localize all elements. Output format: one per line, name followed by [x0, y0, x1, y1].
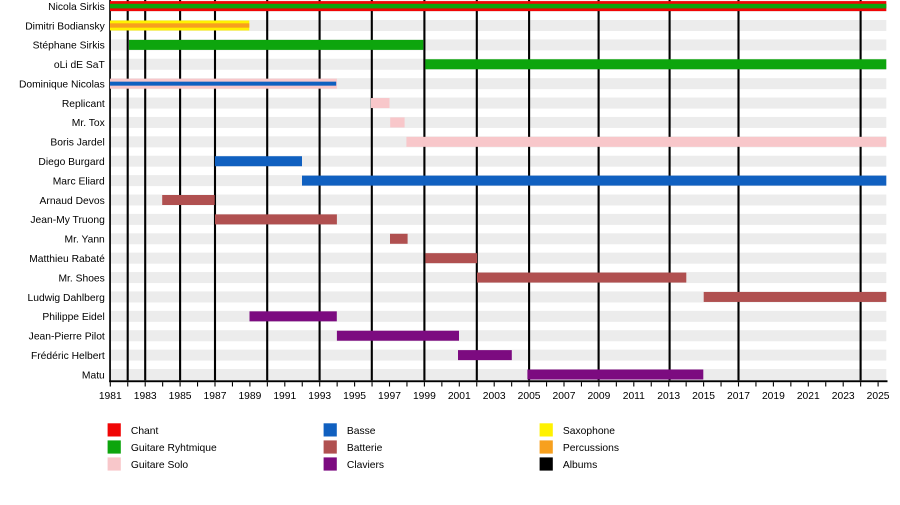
svg-text:Matu: Matu	[82, 370, 105, 381]
svg-text:2003: 2003	[483, 391, 506, 402]
svg-text:2025: 2025	[867, 391, 890, 402]
svg-text:Nicola Sirkis: Nicola Sirkis	[48, 2, 105, 13]
svg-text:Jean-My Truong: Jean-My Truong	[30, 215, 105, 226]
svg-text:Guitare Ryhtmique: Guitare Ryhtmique	[131, 443, 217, 454]
svg-text:2021: 2021	[797, 391, 820, 402]
svg-text:1989: 1989	[238, 391, 261, 402]
svg-text:2017: 2017	[727, 391, 750, 402]
svg-text:Frédéric Helbert: Frédéric Helbert	[31, 351, 105, 362]
svg-text:1995: 1995	[343, 391, 366, 402]
svg-text:Jean-Pierre Pilot: Jean-Pierre Pilot	[29, 332, 105, 343]
svg-text:1993: 1993	[308, 391, 331, 402]
svg-text:Albums: Albums	[563, 460, 597, 471]
svg-text:1997: 1997	[378, 391, 401, 402]
svg-text:oLi dE SaT: oLi dE SaT	[54, 60, 106, 71]
svg-text:Mr. Tox: Mr. Tox	[72, 118, 106, 129]
svg-text:Saxophone: Saxophone	[563, 426, 615, 437]
svg-text:Replicant: Replicant	[62, 99, 105, 110]
svg-text:2007: 2007	[553, 391, 576, 402]
svg-text:Stéphane Sirkis: Stéphane Sirkis	[33, 41, 105, 52]
svg-text:2011: 2011	[623, 391, 645, 402]
svg-text:Mr. Shoes: Mr. Shoes	[58, 273, 104, 284]
svg-text:Diego Burgard: Diego Burgard	[38, 157, 105, 168]
svg-text:1985: 1985	[169, 391, 192, 402]
svg-text:Percussions: Percussions	[563, 443, 619, 454]
svg-text:Chant: Chant	[131, 426, 159, 437]
svg-text:1987: 1987	[204, 391, 227, 402]
svg-text:Guitare Solo: Guitare Solo	[131, 460, 189, 471]
svg-text:Matthieu Rabaté: Matthieu Rabaté	[29, 254, 105, 265]
svg-text:2023: 2023	[832, 391, 855, 402]
svg-text:Arnaud Devos: Arnaud Devos	[40, 196, 105, 207]
svg-text:Dominique Nicolas: Dominique Nicolas	[19, 79, 105, 90]
svg-text:Philippe Eidel: Philippe Eidel	[42, 312, 104, 323]
svg-text:Mr. Yann: Mr. Yann	[65, 235, 106, 246]
svg-text:2009: 2009	[587, 391, 610, 402]
svg-text:2001: 2001	[448, 391, 471, 402]
svg-text:1991: 1991	[273, 391, 296, 402]
svg-text:Batterie: Batterie	[347, 443, 383, 454]
svg-text:1981: 1981	[99, 391, 122, 402]
svg-text:Basse: Basse	[347, 426, 376, 437]
svg-text:Boris Jardel: Boris Jardel	[50, 138, 104, 149]
svg-text:Marc Eliard: Marc Eliard	[53, 176, 105, 187]
svg-text:2019: 2019	[762, 391, 785, 402]
svg-text:1983: 1983	[134, 391, 157, 402]
svg-text:Claviers: Claviers	[347, 460, 384, 471]
svg-text:1999: 1999	[413, 391, 436, 402]
svg-text:2015: 2015	[692, 391, 715, 402]
svg-text:Dimitri Bodiansky: Dimitri Bodiansky	[25, 21, 105, 32]
svg-text:2005: 2005	[518, 391, 541, 402]
svg-text:2013: 2013	[657, 391, 680, 402]
svg-text:Ludwig Dahlberg: Ludwig Dahlberg	[28, 293, 106, 304]
